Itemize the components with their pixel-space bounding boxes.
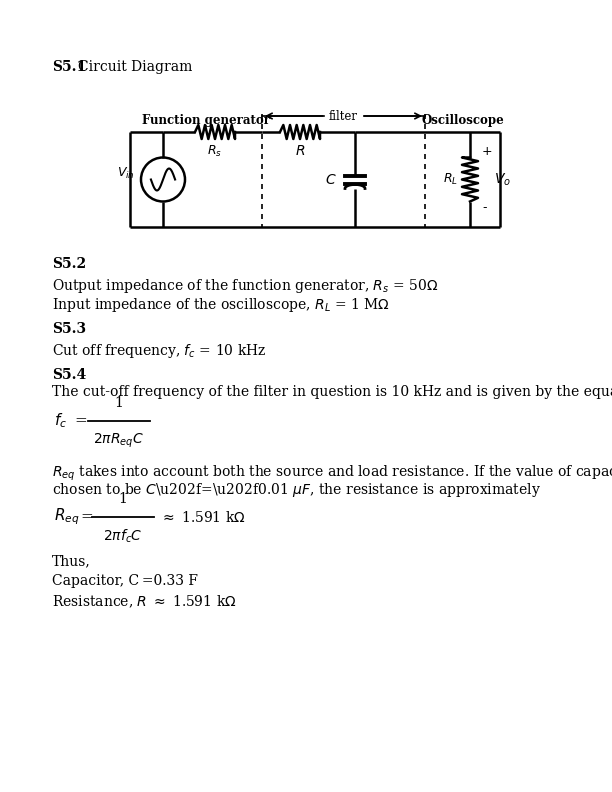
Text: Output impedance of the function generator, $R_s$ = 50$\Omega$: Output impedance of the function generat… (52, 277, 438, 295)
Text: $R_s$: $R_s$ (207, 144, 223, 159)
Text: 1: 1 (114, 396, 124, 410)
Text: S5.4: S5.4 (52, 368, 86, 382)
Text: $f_c$: $f_c$ (54, 412, 67, 430)
Text: $C$: $C$ (326, 173, 337, 186)
Text: =: = (74, 414, 87, 428)
Text: Resistance, $R$ $\approx$ 1.591 k$\Omega$: Resistance, $R$ $\approx$ 1.591 k$\Omega… (52, 594, 237, 611)
Text: filter: filter (329, 109, 358, 123)
Text: Capacitor, C =0.33 F: Capacitor, C =0.33 F (52, 574, 198, 588)
Text: $2\pi R_{eq}C$: $2\pi R_{eq}C$ (94, 432, 144, 451)
Text: S5.1: S5.1 (52, 60, 86, 74)
Text: $R_{eq}$: $R_{eq}$ (54, 507, 80, 527)
Text: Function generator: Function generator (142, 114, 270, 127)
Text: $\approx$ 1.591 k$\Omega$: $\approx$ 1.591 k$\Omega$ (160, 509, 245, 524)
Text: Cut off frequency, $f_c$ = 10 kHz: Cut off frequency, $f_c$ = 10 kHz (52, 342, 266, 360)
Text: 1: 1 (119, 492, 127, 506)
Text: S5.2: S5.2 (52, 257, 86, 271)
Text: -: - (482, 201, 487, 214)
Text: =: = (80, 510, 93, 524)
Text: $R$: $R$ (295, 144, 305, 158)
Text: $R_{eq}$ takes into account both the source and load resistance. If the value of: $R_{eq}$ takes into account both the sou… (52, 463, 612, 483)
Text: +: + (482, 145, 493, 158)
Text: $2\pi f_c C$: $2\pi f_c C$ (103, 528, 143, 546)
Text: $V_{in}$: $V_{in}$ (117, 166, 135, 181)
Text: S5.3: S5.3 (52, 322, 86, 336)
Text: Thus,: Thus, (52, 554, 91, 568)
Text: The cut-off frequency of the filter in question is 10 kHz and is given by the eq: The cut-off frequency of the filter in q… (52, 385, 612, 399)
Text: chosen to be $C$\u202f=\u202f0.01 $\mu F$, the resistance is approximately: chosen to be $C$\u202f=\u202f0.01 $\mu F… (52, 481, 541, 499)
Text: Input impedance of the oscilloscope, $R_L$ = 1 M$\Omega$: Input impedance of the oscilloscope, $R_… (52, 296, 390, 314)
Text: Circuit Diagram: Circuit Diagram (78, 60, 192, 74)
Text: $V_o$: $V_o$ (494, 171, 511, 188)
Text: Oscilloscope: Oscilloscope (421, 114, 504, 127)
Text: $R_L$: $R_L$ (443, 172, 458, 187)
